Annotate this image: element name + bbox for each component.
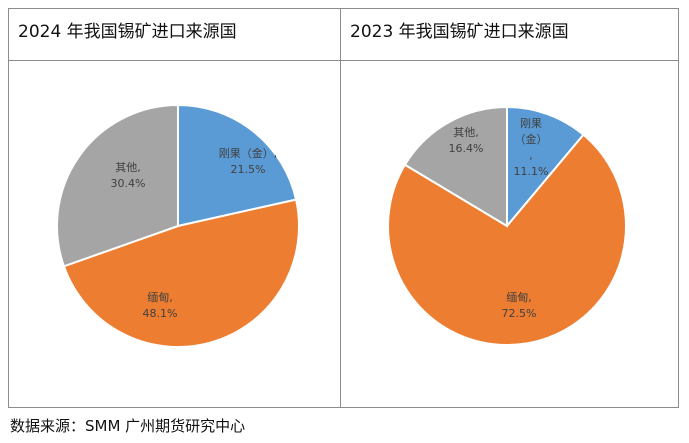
data-label-2023-drc: 刚果（金）, 11.1%: [514, 117, 549, 178]
pie-slice-2023-other: [403, 105, 508, 228]
title-divider-horizontal: [8, 60, 679, 61]
data-label-2023-myanmar: 缅甸, 72.5%: [502, 290, 537, 320]
chart-title-2023: 2023 年我国锡矿进口来源国: [350, 22, 569, 42]
pie-chart-2023: 刚果（金）, 11.1% 缅甸, 72.5% 其他, 16.4%: [341, 61, 673, 407]
pie-slice-2023-myanmar: [387, 133, 627, 346]
pie-slice-2024-drc: [177, 103, 298, 228]
panel-divider-vertical: [340, 8, 341, 408]
pie-slice-2024-myanmar: [62, 198, 301, 348]
chart-title-2024: 2024 年我国锡矿进口来源国: [18, 22, 237, 42]
data-source-note: 数据来源：SMM 广州期货研究中心: [10, 417, 246, 435]
pie-chart-2024-svg: 刚果（金）, 21.5% 缅甸, 48.1% 其他, 30.4%: [56, 103, 301, 348]
pie-slice-2024-other: [56, 103, 179, 268]
data-label-2023-other: 其他, 16.4%: [449, 126, 484, 155]
chart-frame: [8, 8, 679, 408]
data-label-2024-other: 其他, 30.4%: [111, 161, 146, 190]
pie-slice-2023-drc: [506, 105, 585, 229]
data-label-2024-myanmar: 缅甸, 48.1%: [143, 290, 178, 320]
pie-chart-2023-svg: 刚果（金）, 11.1% 缅甸, 72.5% 其他, 16.4%: [387, 105, 627, 346]
pie-chart-2024: 刚果（金）, 21.5% 缅甸, 48.1% 其他, 30.4%: [8, 61, 340, 407]
data-label-2024-drc: 刚果（金）, 21.5%: [219, 146, 278, 176]
